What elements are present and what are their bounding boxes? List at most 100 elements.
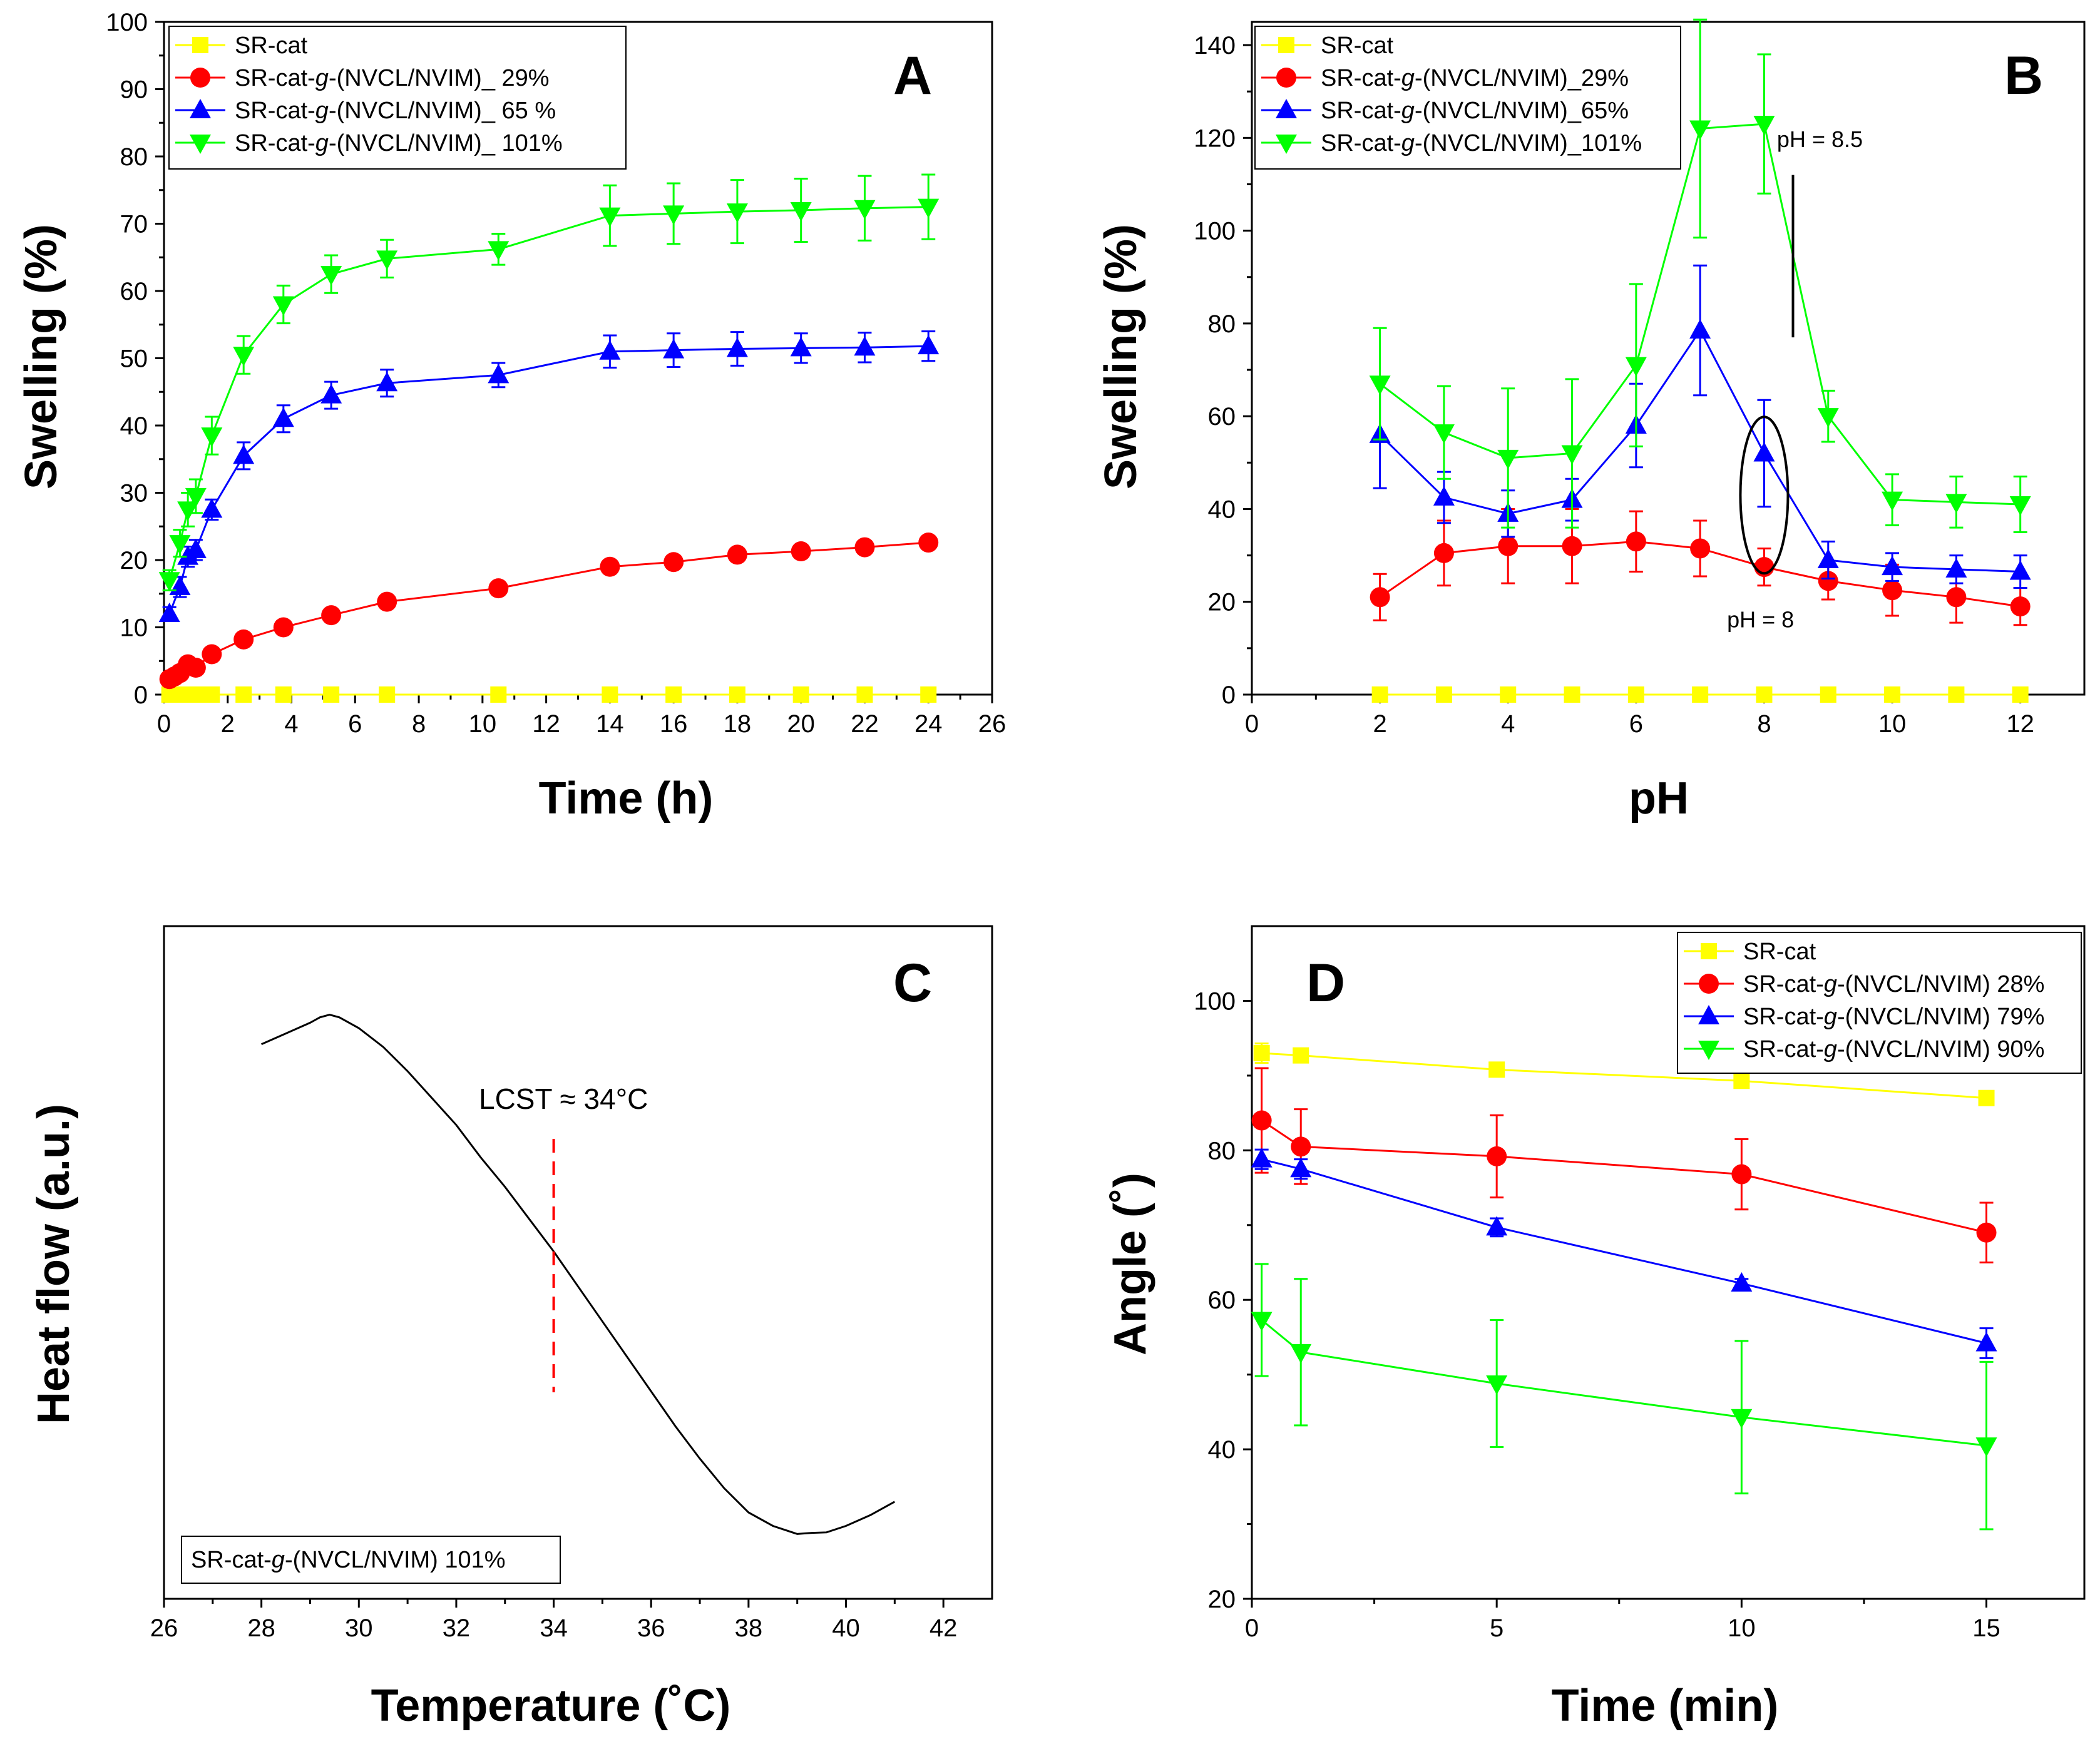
x-tick-label: 16	[660, 710, 688, 738]
data-point	[187, 686, 204, 703]
legend-item: SR-cat-g-(NVCL/NVIM)_ 29%	[175, 65, 550, 91]
x-tick-label: 36	[637, 1614, 665, 1642]
data-point	[727, 544, 747, 565]
data-point	[201, 498, 223, 518]
legend-marker	[1276, 99, 1297, 118]
legend-marker	[190, 135, 211, 154]
x-tick-label: 0	[157, 710, 171, 738]
y-tick-label: 40	[1208, 496, 1236, 523]
data-point	[1817, 549, 1839, 568]
series-line	[1261, 1158, 1987, 1344]
legend-item: SR-cat	[1261, 33, 1394, 59]
data-point	[272, 407, 294, 427]
panel-d: 0 5 10 15 20 40 60 80 100 Time (min) Angle (˚) D SR-…	[1105, 925, 2086, 1731]
data-point	[379, 686, 396, 703]
x-tick-label: 5	[1490, 1614, 1503, 1642]
data-point	[273, 617, 294, 638]
legend-marker	[1699, 974, 1719, 994]
y-tick-label: 90	[120, 76, 148, 104]
data-point	[490, 686, 507, 703]
data-point	[1733, 1073, 1750, 1089]
legend-label: SR-cat	[1321, 33, 1394, 59]
legend-label: SR-cat-g-(NVCL/NVIM)_29%	[1321, 65, 1629, 91]
x-tick-label: 22	[851, 710, 879, 738]
data-point	[1251, 1148, 1273, 1168]
data-point	[1500, 686, 1517, 703]
data-point	[323, 686, 340, 703]
data-point	[376, 372, 398, 392]
data-point	[158, 603, 180, 622]
data-point	[1753, 442, 1775, 462]
data-point	[663, 552, 684, 573]
y-tick-label: 10	[120, 614, 148, 642]
data-point	[185, 487, 207, 507]
data-point	[177, 501, 199, 521]
y-axis-title: Heat flow (a.u.)	[29, 1104, 79, 1424]
x-tick-label: 8	[1757, 710, 1771, 738]
data-point	[1753, 116, 1775, 136]
data-point	[1290, 1344, 1312, 1364]
x-tick-label: 6	[348, 710, 362, 738]
legend: SR-cat SR-cat-g-(NVCL/NVIM)_29% SR-cat-g-(…	[1254, 26, 1681, 170]
data-point	[1975, 1332, 1997, 1352]
x-tick-label: 10	[1728, 1614, 1756, 1642]
x-tick-label: 26	[978, 710, 1006, 738]
legend-label: SR-cat	[1743, 939, 1816, 965]
data-point	[2012, 686, 2029, 703]
x-axis-title: Time (h)	[539, 773, 714, 824]
x-tick-label: 32	[443, 1614, 471, 1642]
y-tick-label: 140	[1194, 32, 1236, 59]
y-tick-label: 100	[106, 9, 148, 36]
legend-label: SR-cat-g-(NVCL/NVIM)_65%	[1321, 98, 1629, 124]
data-point	[1945, 558, 1967, 578]
x-tick-label: 4	[1501, 710, 1515, 738]
data-point	[1882, 556, 1903, 576]
data-point	[1371, 686, 1388, 703]
data-point	[1564, 686, 1580, 703]
data-point	[1433, 486, 1455, 506]
y-tick-label: 0	[1222, 681, 1236, 709]
data-point	[1627, 686, 1644, 703]
series	[158, 330, 940, 622]
legend-item: SR-cat	[1684, 939, 1816, 965]
data-point	[1976, 1222, 1997, 1243]
plot-frame	[163, 925, 993, 1600]
data-point	[792, 686, 809, 703]
legend-label: SR-cat-g-(NVCL/NVIM)_ 29%	[235, 65, 550, 91]
y-axis-title: Angle (˚)	[1105, 1173, 1155, 1355]
series-line	[1261, 1319, 1987, 1447]
data-point	[233, 629, 254, 650]
legend-item: SR-cat-g-(NVCL/NVIM) 28%	[1684, 971, 2044, 997]
y-tick-label: 80	[1208, 310, 1236, 338]
data-point	[854, 336, 876, 356]
y-tick-label: 20	[1208, 1586, 1236, 1613]
data-point	[726, 337, 748, 357]
data-point	[854, 200, 876, 220]
legend-box	[181, 1536, 561, 1584]
x-tick-label: 18	[724, 710, 752, 738]
x-tick-label: 10	[469, 710, 497, 738]
x-tick-label: 0	[1245, 710, 1259, 738]
y-tick-label: 80	[120, 143, 148, 171]
panel-a: 0 2 4 6 8 10 12 14 16 18 20 22 24 2601020304050607080…	[16, 9, 1006, 824]
lcst-label: LCST ≈ 34°C	[479, 1083, 648, 1115]
legend-label: SR-cat-g-(NVCL/NVIM) 28%	[1743, 971, 2044, 997]
data-point	[599, 340, 621, 360]
data-point	[1498, 536, 1519, 556]
legend-item: SR-cat	[175, 33, 308, 59]
data-point	[202, 644, 222, 665]
legend-box	[1677, 932, 2082, 1074]
data-point	[1882, 580, 1903, 601]
data-point	[854, 537, 875, 558]
x-tick-label: 2	[221, 710, 235, 738]
panel-c: 26 28 30 32 34 36 38 40 42 Temperature (˚C) Heat f…	[29, 925, 993, 1731]
x-tick-label: 6	[1629, 710, 1643, 738]
data-point	[488, 241, 510, 261]
data-point	[1486, 1216, 1508, 1236]
y-tick-label: 40	[1208, 1436, 1236, 1464]
x-tick-label: 15	[1972, 1614, 2000, 1642]
data-point	[663, 339, 685, 359]
x-tick-label: 10	[1878, 710, 1907, 738]
data-point	[1291, 1136, 1311, 1157]
series	[1369, 264, 2031, 589]
